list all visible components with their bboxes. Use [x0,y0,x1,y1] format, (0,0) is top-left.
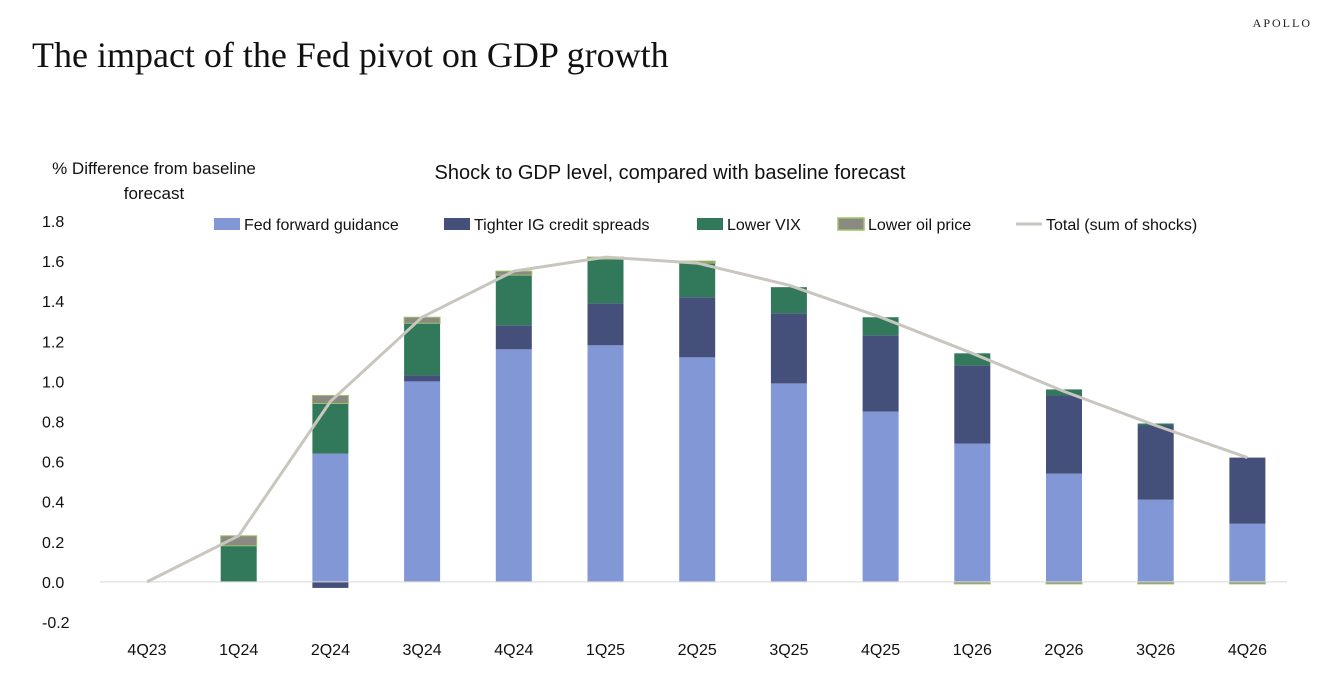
legend: Fed forward guidance Tighter IG credit sp… [214,217,1197,234]
y-tick-label: 0.0 [42,575,64,592]
bar-segment [862,335,899,412]
bar-segment [587,345,624,582]
x-tick-label: 2Q25 [678,642,717,659]
y-tick-label: 0.2 [42,535,64,552]
bar-segment [495,325,532,350]
x-tick-label: 2Q24 [311,642,350,659]
bar-segment [770,287,807,314]
bar-segment [954,365,991,444]
x-tick-label: 1Q24 [219,642,258,659]
bar-segment [679,263,716,298]
bar-segment [312,453,349,582]
bars [220,256,1266,588]
legend-swatch [444,218,470,230]
y-tick-label: -0.2 [42,615,70,632]
legend-swatch [697,218,723,230]
x-tick-label: 1Q25 [586,642,625,659]
bar-segment [404,381,441,582]
bar-segment [954,443,991,582]
x-tick-label: 4Q23 [127,642,166,659]
bar-segment [495,275,532,326]
legend-label: Fed forward guidance [244,217,399,234]
y-axis-label: % Difference from baseline forecast [52,159,256,203]
y-tick-label: 1.4 [42,294,64,311]
bar-segment [312,581,349,588]
bar-segment [587,259,624,304]
x-tick-label: 4Q24 [494,642,533,659]
x-tick-label: 3Q25 [769,642,808,659]
y-tick-label: 1.0 [42,374,64,391]
legend-swatch [214,218,240,230]
brand-logo: APOLLO [1252,16,1312,30]
bar-segment [1046,473,1082,582]
bar-segment [587,303,624,346]
bar-segment [862,411,899,582]
bar-segment [862,317,899,336]
x-tick-label: 3Q24 [403,642,442,659]
bar-segment [404,375,441,382]
legend-label: Tighter IG credit spreads [474,217,649,234]
bar-segment [404,323,441,376]
bar-segment [770,383,807,582]
bar-segment [220,545,257,582]
bar-segment [1137,425,1174,500]
y-tick-label: 1.6 [42,254,64,271]
x-tick-label: 1Q26 [953,642,992,659]
bar-segment [679,297,716,358]
total-line [146,255,1248,584]
y-tick-label: 1.2 [42,334,64,351]
bar-segment [679,357,716,582]
y-tick-label: 0.4 [42,495,64,512]
bar-segment [770,313,807,384]
bar-segment [495,349,532,582]
bar-segment [1229,457,1266,524]
bar-segment [1137,499,1174,582]
x-tick-label: 4Q25 [861,642,900,659]
x-axis-ticks: 4Q23 1Q24 2Q24 3Q24 4Q24 1Q25 2Q25 3Q25 4Q25 1Q26… [127,642,1267,659]
legend-swatch [837,217,865,231]
page-title: The impact of the Fed pivot on GDP growt… [32,35,669,75]
x-tick-label: 4Q26 [1228,642,1267,659]
legend-label: Lower VIX [727,217,801,234]
y-tick-label: 0.8 [42,415,64,432]
y-axis-ticks: 1.8 1.6 1.4 1.2 1.0 0.8 0.6 0.4 0.2 0.0 -0.2 [42,214,70,632]
x-tick-label: 2Q26 [1044,642,1083,659]
bar-segment [1046,395,1082,474]
legend-label: Total (sum of shocks) [1046,217,1197,234]
bar-segment [312,403,349,454]
y-tick-label: 1.8 [42,214,64,231]
y-tick-label: 0.6 [42,455,64,472]
x-tick-label: 3Q26 [1136,642,1175,659]
legend-label: Lower oil price [868,217,971,234]
total-line-path [146,255,1248,584]
bar-segment [1229,523,1266,582]
chart-title: Shock to GDP level, compared with baseli… [435,162,906,184]
